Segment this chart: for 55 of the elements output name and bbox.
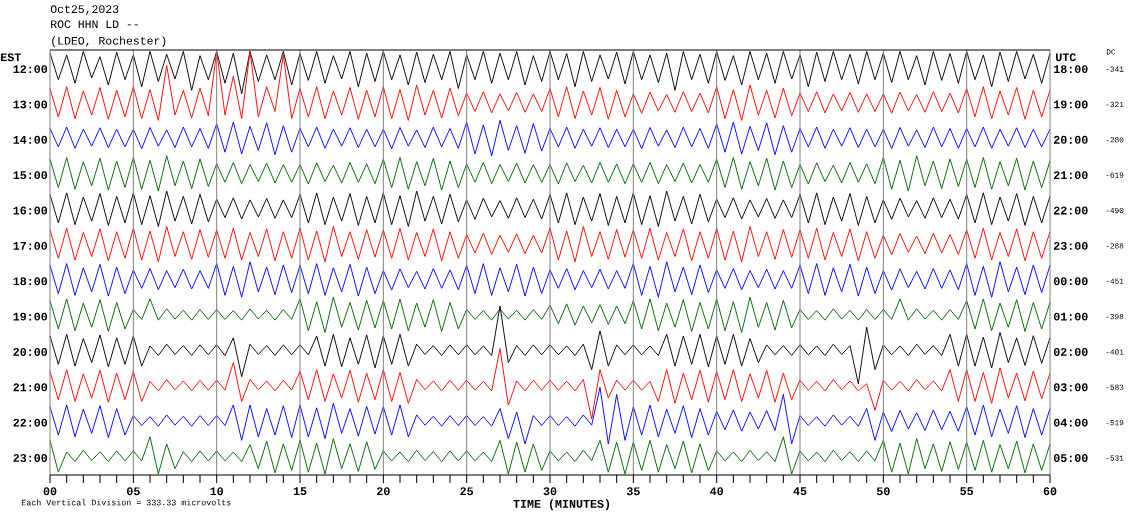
- y-tick-label: 20:00: [13, 348, 48, 356]
- line-series: [49, 50, 1051, 95]
- text: 01:00: [1053, 312, 1088, 321]
- x-tick-label: 15: [293, 487, 307, 496]
- text: UTC: [1056, 53, 1076, 62]
- line-series: [49, 347, 1051, 420]
- text: Each Vertical Division = 333.33 microvolts: [21, 499, 231, 506]
- line-series: [49, 305, 1051, 385]
- text: 02:00: [1053, 348, 1088, 356]
- x-tick-label: 50: [876, 487, 890, 496]
- y-tick-label: 13:00: [13, 100, 48, 109]
- text: 18:00: [1054, 65, 1088, 74]
- text: 22:00: [1053, 206, 1088, 215]
- line-series: [49, 50, 1051, 121]
- y-tick-label: 16:00: [13, 206, 48, 215]
- text: (LDEO, Rochester): [52, 36, 166, 47]
- x-tick-label: 05: [127, 487, 140, 496]
- x-tick-label: 30: [543, 487, 557, 496]
- chart-title: Oct25,2023: [50, 5, 119, 15]
- line-series: [49, 155, 1051, 192]
- text: 19:00: [1054, 100, 1088, 109]
- line-series: [49, 119, 1051, 157]
- x-tick-label: 60: [1043, 487, 1057, 496]
- y-tick-label: 18:00: [13, 277, 48, 286]
- line-series: [49, 386, 1051, 445]
- y-tick-label: 23:00: [13, 454, 48, 462]
- text: 20:00: [1053, 135, 1088, 144]
- x-tick-label: 45: [793, 487, 807, 496]
- text: 04:00: [1053, 418, 1088, 427]
- y-tick-label: 15:00: [13, 171, 48, 180]
- chart-subtitle: ROC HHN LD --: [51, 20, 138, 29]
- x-tick-label: 10: [210, 487, 224, 496]
- x-tick-label: 00: [43, 487, 57, 496]
- y-tick-label: 17:00: [13, 241, 48, 250]
- x-tick-label: 20: [377, 487, 390, 496]
- text: 21:00: [1053, 171, 1088, 180]
- x-tick-label: 35: [626, 487, 640, 496]
- y-tick-label: 12:00: [13, 65, 48, 74]
- y-tick-label: 22:00: [13, 418, 48, 427]
- line-series: [49, 190, 1051, 227]
- text: 00:00: [1053, 277, 1088, 286]
- text: 23:00: [1053, 241, 1088, 250]
- line-series: [49, 261, 1051, 298]
- line-series: [49, 296, 1051, 333]
- line-series: [49, 225, 1051, 263]
- text: 05:00: [1053, 454, 1088, 462]
- x-tick-label: 55: [960, 487, 974, 496]
- y-tick-label: 14:00: [13, 135, 48, 144]
- x-tick-label: 25: [460, 487, 474, 496]
- y-axis-title: EST: [1, 53, 21, 62]
- y-tick-label: 21:00: [13, 383, 48, 392]
- x-tick-label: 40: [710, 487, 724, 496]
- y-tick-label: 19:00: [13, 312, 48, 321]
- x-axis-title: TIME (MINUTES): [513, 499, 610, 511]
- text: 03:00: [1053, 383, 1088, 392]
